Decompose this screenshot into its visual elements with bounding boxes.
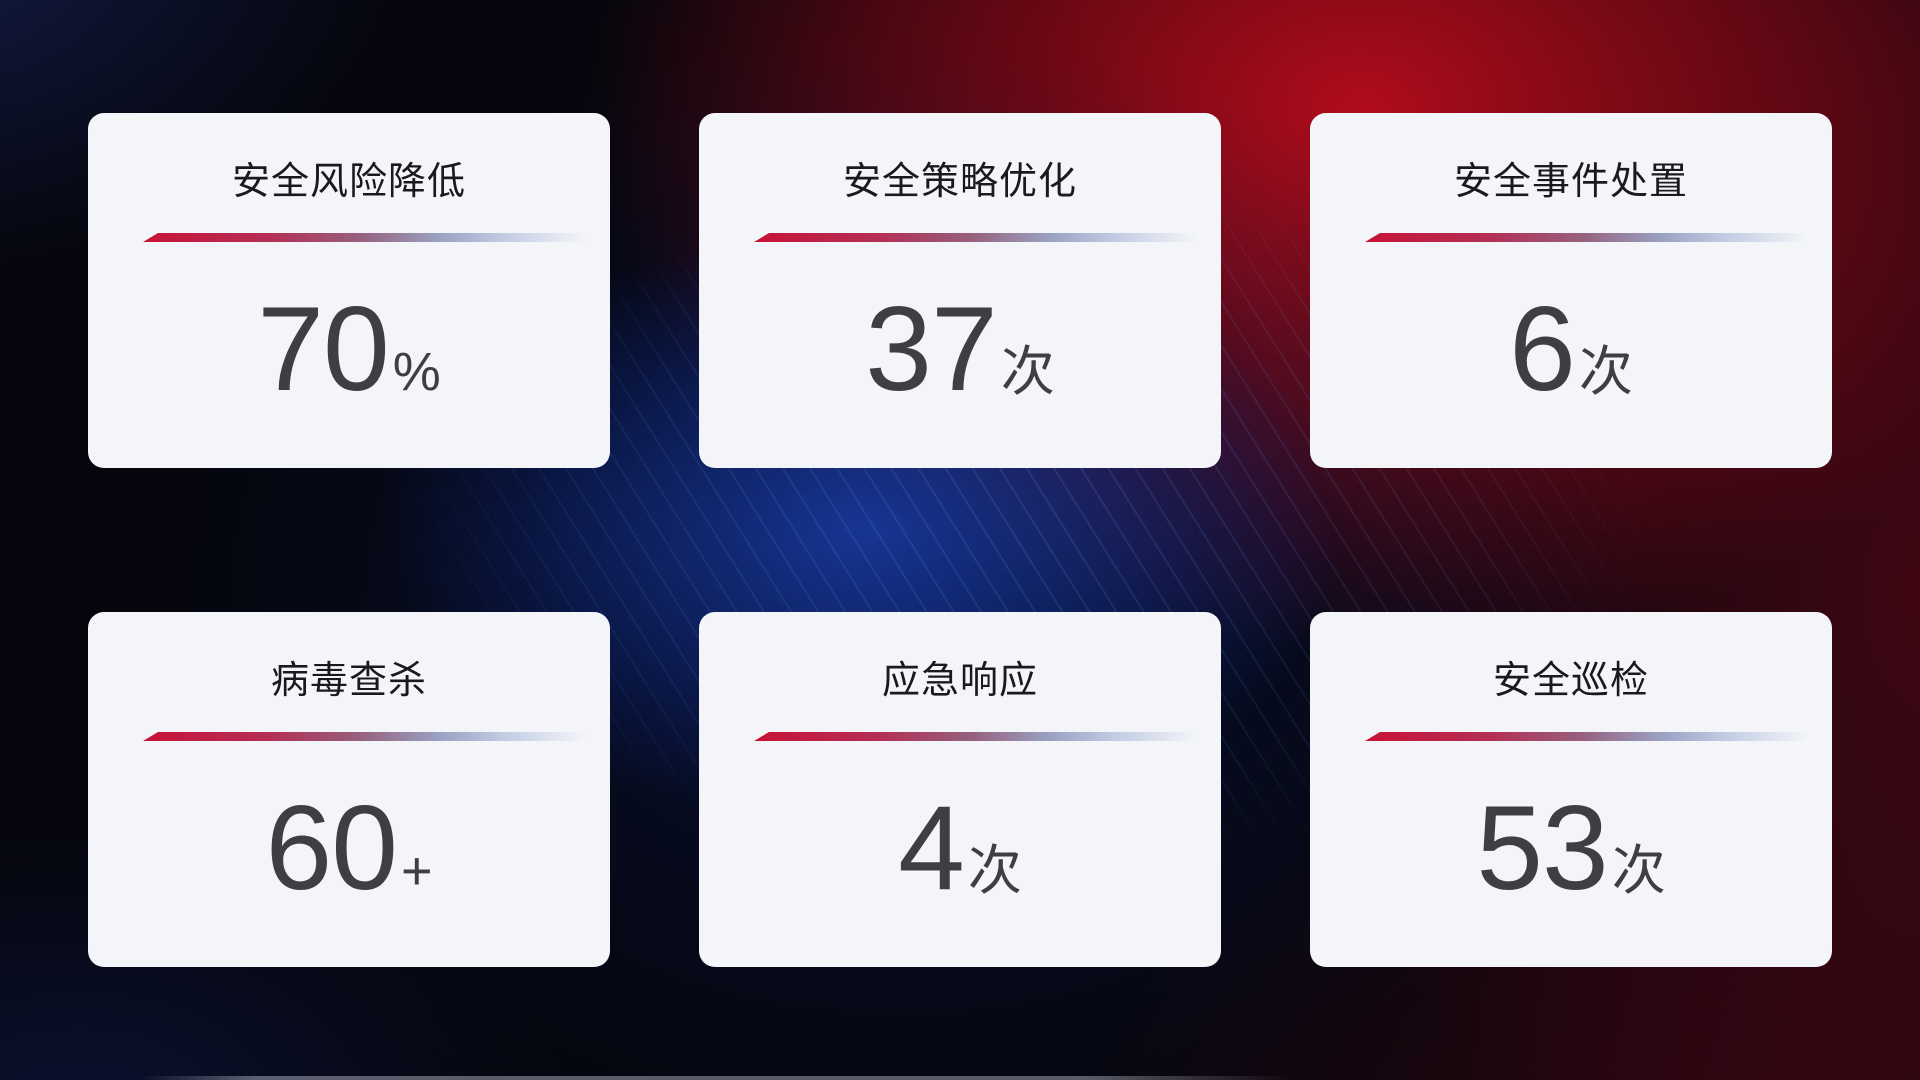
card-title: 应急响应 <box>881 660 1038 702</box>
card-value: 6 <box>1509 282 1576 416</box>
card-unit: 次 <box>967 841 1022 901</box>
card-value: 37 <box>865 282 997 416</box>
card-unit: 次 <box>1611 841 1666 901</box>
stat-cards-grid: 安全风险降低 70 % 安全策略优化 37 次 安全事件处置 <box>88 113 1832 967</box>
card-unit: 次 <box>1000 342 1055 402</box>
stat-card-security-incident-handling: 安全事件处置 6 次 <box>1310 113 1832 468</box>
card-unit: + <box>400 841 433 901</box>
card-value: 70 <box>257 282 389 416</box>
card-title: 病毒查杀 <box>270 660 427 702</box>
card-value-area: 70 % <box>88 242 610 468</box>
card-divider <box>143 732 595 741</box>
card-unit: % <box>392 342 441 402</box>
stat-card-security-inspection: 安全巡检 53 次 <box>1310 612 1832 967</box>
card-value: 4 <box>898 781 965 915</box>
card-divider <box>754 233 1206 242</box>
card-title: 安全巡检 <box>1492 660 1649 702</box>
card-value-area: 37 次 <box>699 242 1221 468</box>
card-value-area: 4 次 <box>699 741 1221 967</box>
stat-card-security-risk-reduction: 安全风险降低 70 % <box>88 113 610 468</box>
card-title: 安全策略优化 <box>842 161 1077 203</box>
card-unit: 次 <box>1578 342 1633 402</box>
card-value-area: 60 + <box>88 741 610 967</box>
card-value-area: 6 次 <box>1310 242 1832 468</box>
card-divider <box>1365 732 1817 741</box>
card-value-area: 53 次 <box>1310 741 1832 967</box>
card-divider <box>1365 233 1817 242</box>
card-divider <box>143 233 595 242</box>
card-title: 安全事件处置 <box>1453 161 1688 203</box>
card-title: 安全风险降低 <box>231 161 466 203</box>
card-value: 53 <box>1476 781 1608 915</box>
stat-card-virus-scan: 病毒查杀 60 + <box>88 612 610 967</box>
stat-card-emergency-response: 应急响应 4 次 <box>699 612 1221 967</box>
cutoff-card-top-strip <box>140 1076 1290 1080</box>
card-value: 60 <box>265 781 397 915</box>
stat-card-security-policy-optimization: 安全策略优化 37 次 <box>699 113 1221 468</box>
card-divider <box>754 732 1206 741</box>
